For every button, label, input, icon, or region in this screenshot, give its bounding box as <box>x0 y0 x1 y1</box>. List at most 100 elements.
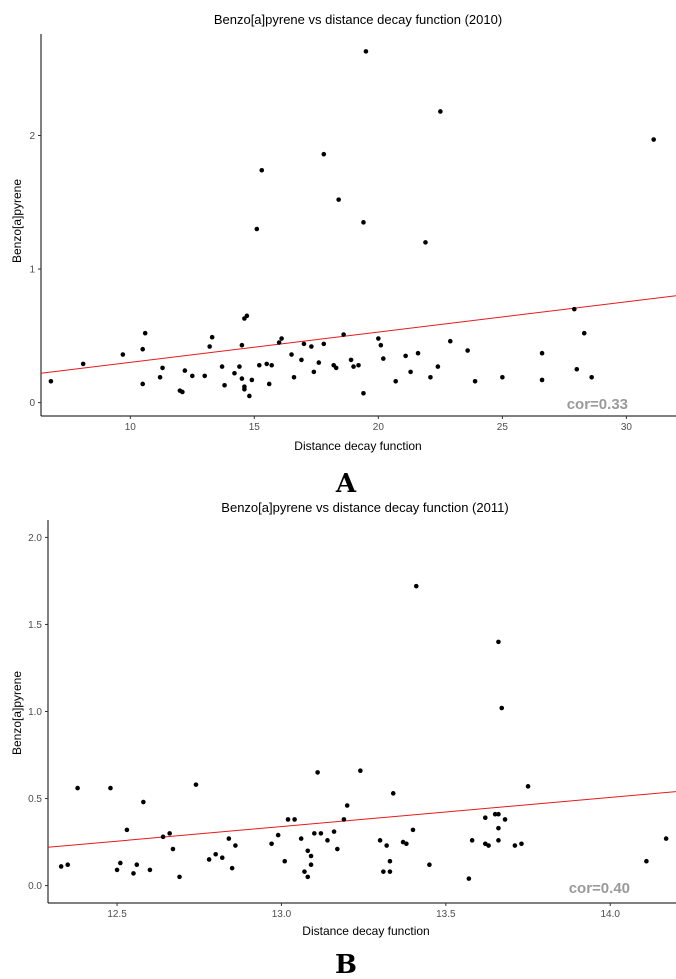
data-point <box>341 817 347 822</box>
data-point <box>378 342 384 348</box>
y-tick-label: 1.5 <box>28 620 42 631</box>
data-point <box>239 376 245 381</box>
x-tick-label: 13.0 <box>272 909 292 920</box>
data-point <box>410 827 416 833</box>
data-point <box>299 357 304 363</box>
data-point <box>390 791 396 796</box>
data-point <box>502 817 508 822</box>
data-point <box>259 167 265 173</box>
y-tick-label: 0.0 <box>28 881 42 892</box>
data-point <box>423 240 428 245</box>
data-point <box>266 381 272 387</box>
data-point <box>351 364 356 369</box>
data-point <box>190 373 195 379</box>
data-point <box>318 831 324 836</box>
data-point <box>291 374 297 380</box>
data-point <box>289 352 294 357</box>
data-point <box>256 362 262 368</box>
chart-b-ylabel: Benzo[a]pyrene <box>10 671 24 755</box>
data-point <box>219 855 225 861</box>
data-point <box>242 386 247 392</box>
chart-a-fit-line <box>40 295 676 374</box>
data-point <box>496 825 501 831</box>
data-point <box>118 860 123 866</box>
data-point <box>572 306 577 312</box>
data-point <box>574 366 580 372</box>
data-point <box>539 350 545 356</box>
data-point <box>140 381 145 387</box>
chart-a-axes <box>40 34 676 417</box>
chart-b-axes <box>47 520 676 904</box>
data-point <box>377 838 383 843</box>
data-point <box>124 827 130 833</box>
data-point <box>247 393 252 399</box>
data-point <box>496 838 501 843</box>
data-point <box>298 836 304 841</box>
y-tick-label: 1 <box>29 265 35 276</box>
data-point <box>492 811 498 817</box>
data-point <box>413 583 419 589</box>
data-point <box>309 344 314 349</box>
data-point <box>134 862 140 867</box>
data-point <box>182 368 188 373</box>
chart-a-cor-annotation: cor=0.33 <box>567 396 628 413</box>
data-point <box>482 841 488 847</box>
data-point <box>80 361 86 367</box>
data-point <box>344 803 350 808</box>
data-point <box>427 862 432 867</box>
data-point <box>356 362 361 368</box>
data-point <box>233 843 238 848</box>
data-point <box>336 197 341 202</box>
data-point <box>249 377 255 383</box>
data-point <box>539 377 545 383</box>
data-point <box>226 836 232 841</box>
data-point <box>376 336 381 341</box>
data-point <box>321 151 327 157</box>
chart-a-ylabel: Benzo[a]pyrene <box>10 179 24 263</box>
data-point <box>285 817 291 822</box>
panel-label-a: A <box>335 469 357 499</box>
data-point <box>438 109 443 114</box>
fit-line <box>47 791 676 848</box>
data-point <box>180 389 185 395</box>
chart-b-fit-line <box>47 791 676 848</box>
chart-a-title: Benzo[a]pyrene vs distance decay functio… <box>214 12 502 27</box>
data-point <box>581 330 587 336</box>
data-point <box>361 220 366 225</box>
data-point <box>466 876 472 881</box>
data-point <box>264 361 270 367</box>
data-point <box>276 340 282 345</box>
data-point <box>348 357 354 363</box>
data-point <box>447 338 453 344</box>
data-point <box>170 846 176 852</box>
data-point <box>282 858 288 864</box>
data-point <box>525 784 531 789</box>
data-point <box>358 768 363 773</box>
data-point <box>321 341 327 347</box>
data-point <box>312 831 317 836</box>
data-point <box>393 378 399 384</box>
chart-a: Benzo[a]pyrene vs distance decay functio… <box>10 12 676 499</box>
data-point <box>213 851 218 857</box>
data-point <box>48 378 54 384</box>
data-point <box>387 858 393 864</box>
data-point <box>58 864 64 869</box>
data-point <box>308 862 314 867</box>
data-point <box>229 865 235 871</box>
data-point <box>311 369 317 375</box>
data-point <box>269 362 274 368</box>
data-point <box>202 373 208 379</box>
data-point <box>361 390 366 396</box>
data-point <box>141 799 146 805</box>
x-tick-label: 14.0 <box>601 909 621 920</box>
data-point <box>305 874 311 880</box>
data-point <box>381 869 386 874</box>
data-point <box>301 341 307 347</box>
data-point <box>177 874 182 880</box>
panel-label-b: B <box>335 950 357 979</box>
data-point <box>237 364 242 369</box>
chart-b-cor-annotation: cor=0.40 <box>569 880 630 897</box>
chart-b-xlabel: Distance decay function <box>302 924 429 938</box>
data-point <box>114 867 120 873</box>
x-tick-label: 30 <box>621 422 633 433</box>
